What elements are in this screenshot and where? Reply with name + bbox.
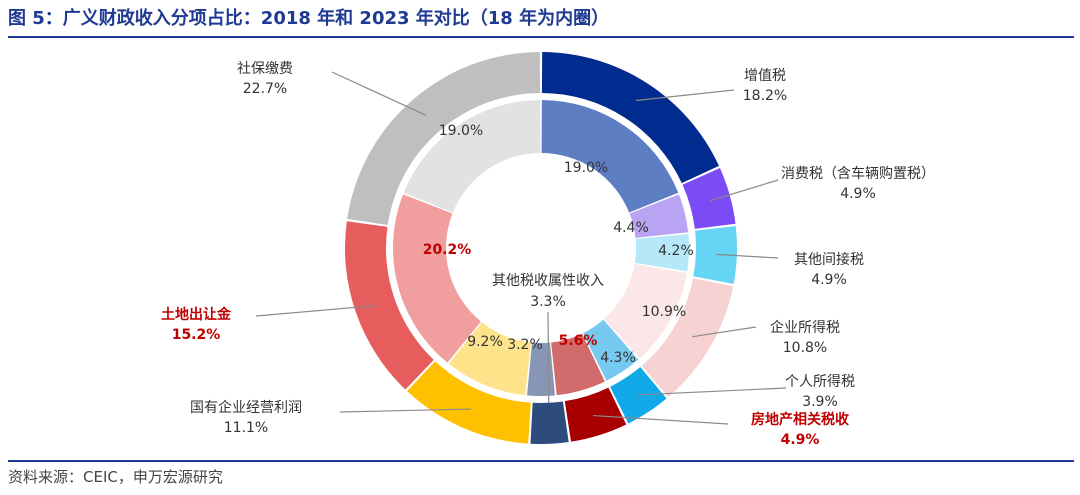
leader-other-indirect-tax bbox=[716, 253, 779, 259]
figure-title: 图 5：广义财政收入分项占比：2018 年和 2023 年对比（18 年为内圈） bbox=[8, 8, 610, 29]
inner-value-personal-income-tax: 4.3% bbox=[600, 350, 636, 366]
inner-slice-land-sale bbox=[393, 194, 481, 363]
leader-real-estate-tax bbox=[593, 414, 729, 425]
outer-slice-other-tax-income bbox=[530, 401, 569, 444]
leader-social-security bbox=[331, 71, 427, 116]
outer-value-personal-income-tax: 3.9% bbox=[802, 394, 838, 410]
outer-value-soe-profit: 11.1% bbox=[224, 420, 268, 436]
outer-slice-consumption-tax bbox=[682, 168, 736, 229]
leader-consumption-tax bbox=[709, 179, 779, 202]
outer-value-other-tax-income: 3.3% bbox=[530, 294, 566, 310]
leader-soe-profit bbox=[339, 408, 472, 413]
outer-value-consumption-tax: 4.9% bbox=[840, 186, 876, 202]
inner-value-soe-profit: 9.2% bbox=[467, 334, 503, 350]
inner-value-corporate-income-tax: 10.9% bbox=[642, 304, 686, 320]
outer-ring-2023 bbox=[344, 52, 737, 444]
category-label-other-indirect-tax: 其他间接税 bbox=[794, 251, 864, 268]
outer-value-other-indirect-tax: 4.9% bbox=[811, 272, 847, 288]
category-label-real-estate-tax: 房地产相关税收 bbox=[751, 411, 850, 428]
inner-slice-consumption-tax bbox=[629, 194, 689, 238]
inner-value-consumption-tax: 4.4% bbox=[613, 220, 649, 236]
outer-slice-other-indirect-tax bbox=[693, 226, 737, 284]
leader-corporate-income-tax bbox=[692, 326, 757, 338]
inner-slice-other-indirect-tax bbox=[634, 234, 690, 272]
inner-value-land-sale: 20.2% bbox=[423, 242, 472, 258]
inner-value-social-security: 19.0% bbox=[439, 123, 483, 139]
outer-slice-vat bbox=[541, 52, 719, 184]
category-label-vat: 增值税 bbox=[744, 68, 786, 84]
outer-slice-soe-profit bbox=[407, 361, 531, 444]
inner-slice-soe-profit bbox=[448, 322, 531, 396]
inner-value-real-estate-tax: 5.6% bbox=[559, 333, 598, 349]
inner-slice-social-security bbox=[403, 100, 541, 213]
category-label-personal-income-tax: 个人所得税 bbox=[785, 373, 855, 390]
leader-other-tax-income bbox=[547, 311, 550, 404]
outer-value-social-security: 22.7% bbox=[243, 81, 287, 97]
title-rule bbox=[8, 36, 1074, 38]
inner-value-vat: 19.0% bbox=[564, 160, 608, 176]
leader-lines bbox=[255, 71, 787, 425]
data-labels: 增值税 18.2% 消费税（含车辆购置税） 4.9% 其他间接税 4.9% 企业所得税 10.… bbox=[161, 61, 935, 448]
inner-slice-vat bbox=[541, 100, 679, 213]
category-label-corporate-income-tax: 企业所得税 bbox=[770, 319, 840, 336]
category-label-social-security: 社保缴费 bbox=[237, 61, 293, 77]
outer-slice-land-sale bbox=[344, 221, 434, 390]
outer-slice-corporate-income-tax bbox=[641, 278, 734, 397]
outer-value-corporate-income-tax: 10.8% bbox=[783, 340, 827, 356]
inner-value-other-indirect-tax: 4.2% bbox=[658, 243, 694, 259]
category-label-other-tax-income: 其他税收属性收入 bbox=[492, 273, 604, 289]
donut-chart: 增值税 18.2% 消费税（含车辆购置税） 4.9% 其他间接税 4.9% 企业所得税 10.… bbox=[161, 52, 935, 448]
inner-slice-personal-income-tax bbox=[583, 319, 639, 381]
inner-slice-real-estate-tax bbox=[551, 333, 605, 396]
leader-land-sale bbox=[255, 305, 376, 317]
inner-slice-corporate-income-tax bbox=[604, 264, 687, 359]
category-label-consumption-tax: 消费税（含车辆购置税） bbox=[781, 165, 935, 182]
category-label-soe-profit: 国有企业经营利润 bbox=[190, 399, 302, 416]
inner-value-other-tax-income: 3.2% bbox=[507, 337, 543, 353]
outer-value-land-sale: 15.2% bbox=[172, 327, 221, 343]
leader-personal-income-tax bbox=[636, 387, 787, 396]
outer-value-real-estate-tax: 4.9% bbox=[781, 432, 820, 448]
leader-vat bbox=[635, 89, 735, 102]
outer-value-vat: 18.2% bbox=[743, 88, 787, 104]
inner-ring-2018 bbox=[393, 100, 690, 396]
source-note: 资料来源：CEIC，申万宏源研究 bbox=[8, 468, 223, 486]
outer-slice-social-security bbox=[347, 52, 541, 225]
outer-slice-real-estate-tax bbox=[564, 387, 627, 442]
footer-rule bbox=[8, 460, 1074, 462]
category-label-land-sale: 土地出让金 bbox=[161, 306, 232, 323]
